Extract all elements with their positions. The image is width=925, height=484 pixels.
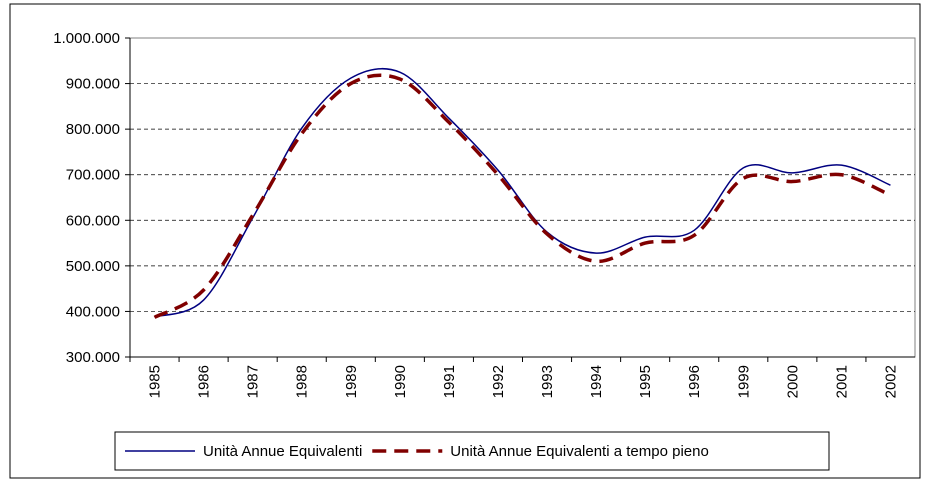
legend: Unità Annue Equivalenti Unità Annue Equiv… [114,431,830,471]
y-tick-label: 600.000 [66,212,120,229]
x-tick-label: 2002 [882,365,899,398]
plot-area [129,37,916,358]
x-tick-label: 1989 [343,365,360,398]
legend-label: Unità Annue Equivalenti a tempo pieno [450,443,709,460]
x-tick-label: 1988 [294,365,311,398]
x-tick-label: 1985 [147,365,164,398]
x-tick-label: 1999 [735,365,752,398]
x-tick-label: 1992 [490,365,507,398]
y-tick-label: 300.000 [66,349,120,366]
y-tick-label: 900.000 [66,76,120,93]
x-tick-label: 1991 [441,365,458,398]
x-tick-label: 1994 [588,365,605,398]
x-tick-label: 1986 [196,365,213,398]
x-tick-label: 1990 [392,365,409,398]
legend-box [114,431,830,471]
x-tick-label: 1996 [686,365,703,398]
x-tick-label: 2000 [784,365,801,398]
x-tick-label: 1995 [637,365,654,398]
y-tick-label: 400.000 [66,303,120,320]
legend-label: Unità Annue Equivalenti [203,443,362,460]
y-tick-label: 1.000.000 [53,30,120,47]
x-tick-label: 2001 [833,365,850,398]
x-tick-label: 1993 [539,365,556,398]
x-tick-label: 1987 [245,365,262,398]
y-tick-label: 700.000 [66,167,120,184]
y-tick-label: 800.000 [66,121,120,138]
y-tick-label: 500.000 [66,258,120,275]
series-line [153,73,892,319]
